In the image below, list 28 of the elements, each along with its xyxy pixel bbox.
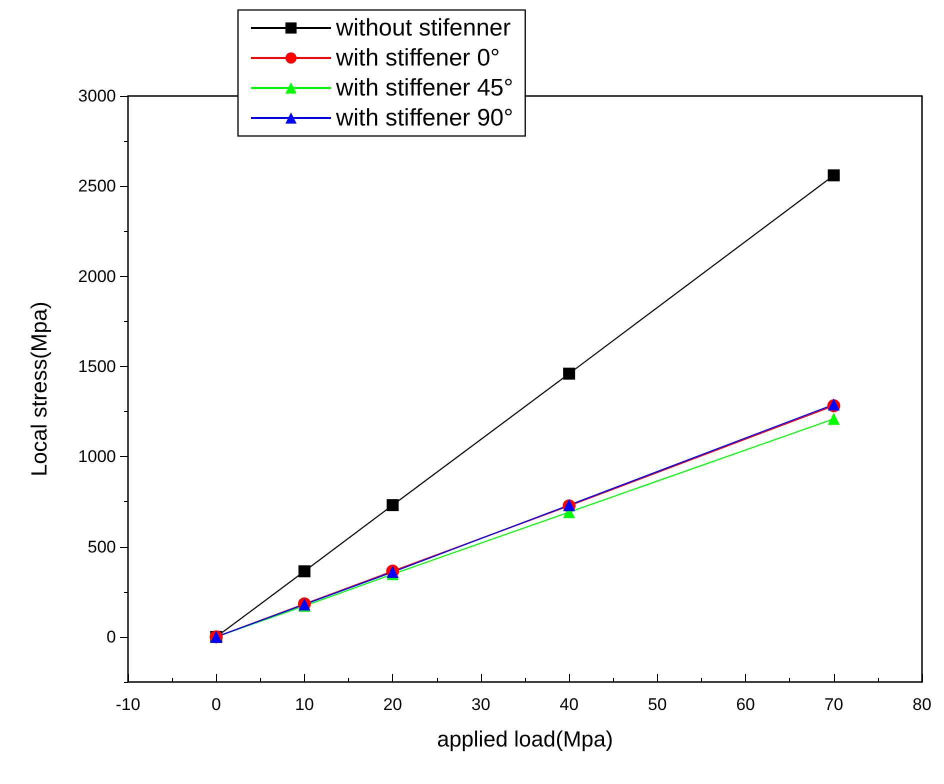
- point: [828, 169, 840, 182]
- x-tick-label: 70: [824, 695, 844, 714]
- x-tick-label: 0: [211, 695, 221, 714]
- x-tick-label: -10: [116, 695, 140, 714]
- y-tick-label: 2000: [78, 266, 116, 286]
- x-tick-label: 50: [648, 695, 667, 714]
- x-tick-label: 30: [471, 695, 490, 714]
- y-tick-label: 3000: [78, 86, 116, 106]
- x-tick-label: 60: [736, 695, 756, 714]
- legend-label: with stiffener 0°: [335, 44, 500, 72]
- legend-label: with stiffener 90°: [335, 104, 514, 132]
- point: [298, 565, 310, 578]
- y-tick-label: 500: [88, 537, 116, 556]
- x-tick-label: 10: [294, 695, 314, 714]
- legend-label: with stiffener 45°: [335, 74, 514, 102]
- x-tick-label: 20: [383, 695, 402, 714]
- point: [563, 368, 576, 380]
- point: [828, 412, 840, 425]
- x-tick-label: 80: [912, 695, 932, 714]
- x-tick-label: 40: [560, 695, 579, 714]
- y-tick-label: 2500: [78, 176, 116, 196]
- y-tick-label: 1000: [78, 447, 116, 466]
- point: [386, 499, 399, 512]
- legend-label: without stifenner: [335, 14, 511, 42]
- y-tick-label: 0: [106, 627, 116, 646]
- y-axis-title: Local stress(Mpa): [26, 302, 52, 476]
- x-axis-title: applied load(Mpa): [436, 726, 614, 752]
- y-tick-label: 1500: [78, 356, 116, 376]
